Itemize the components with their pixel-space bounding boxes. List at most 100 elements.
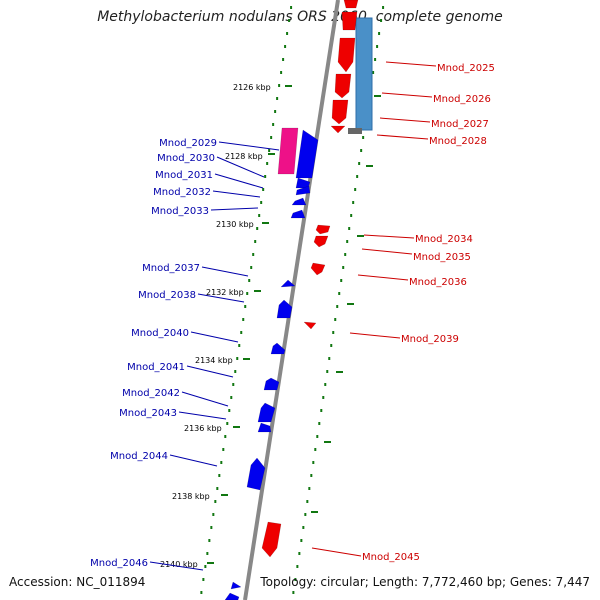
track-dot — [350, 214, 353, 217]
track-dot — [318, 422, 321, 425]
gene-label-reverse: Mnod_2046 — [90, 558, 148, 569]
gene-label-forward: Mnod_2034 — [415, 234, 473, 245]
track-dot — [332, 331, 335, 334]
track-dot — [378, 32, 381, 35]
gene-label-forward: Mnod_2035 — [413, 252, 471, 263]
track-dot — [348, 227, 351, 230]
track-dot — [200, 591, 203, 594]
scale-tick-label: 2132 kbp — [206, 288, 244, 297]
track-dot — [374, 58, 377, 61]
track-dot — [234, 370, 237, 373]
track-dot — [300, 539, 303, 542]
gene-label-reverse: Mnod_2032 — [153, 187, 211, 198]
track-dot — [204, 565, 207, 568]
track-dot — [218, 474, 221, 477]
label-leader-line — [212, 190, 261, 198]
track-dot — [268, 149, 271, 152]
gene-label-forward: Mnod_2036 — [409, 277, 467, 288]
gene-label-reverse: Mnod_2043 — [119, 408, 177, 419]
label-leader-line — [379, 117, 431, 123]
gene-arrow-forward — [310, 262, 326, 276]
track-dot — [216, 487, 219, 490]
track-dot — [294, 578, 297, 581]
track-dot — [202, 578, 205, 581]
gene-arrow-reverse — [276, 299, 293, 319]
track-dot — [206, 552, 209, 555]
track-dot — [236, 357, 239, 360]
gene-label-reverse: Mnod_2031 — [155, 170, 213, 181]
label-leader-lines — [149, 61, 437, 571]
gene-label-reverse: Mnod_2033 — [151, 206, 209, 217]
track-dot — [220, 461, 223, 464]
gene-arrow-reverse — [280, 279, 296, 288]
track-dot — [214, 500, 217, 503]
track-dot — [346, 240, 349, 243]
label-leader-line — [311, 547, 362, 557]
track-dot — [312, 461, 315, 464]
track-dot — [380, 19, 383, 22]
track-dot — [320, 409, 323, 412]
track-dot — [290, 6, 293, 9]
gene-label-forward: Mnod_2025 — [437, 63, 495, 74]
label-leader-line — [210, 207, 259, 211]
track-dot — [282, 58, 285, 61]
gene-labels: Mnod_2025 Mnod_2026 Mnod_2027 Mnod_2028 Mnod… — [90, 63, 495, 569]
scale-tick-label: 2136 kbp — [184, 424, 222, 433]
dotted-tracks — [200, 6, 385, 594]
track-dot — [280, 71, 283, 74]
gene-arrow-forward — [337, 37, 356, 73]
track-dot — [258, 214, 261, 217]
label-leader-line — [149, 561, 204, 571]
track-dot — [228, 409, 231, 412]
track-dot — [264, 175, 267, 178]
track-dot — [354, 188, 357, 191]
gene-arrow-reverse — [290, 209, 306, 219]
track-dot — [254, 240, 257, 243]
track-dot — [352, 201, 355, 204]
gene-arrow-highlighted — [277, 127, 299, 175]
gene-arrow-forward — [303, 321, 317, 330]
track-dot — [266, 162, 269, 165]
scale-tick-label: 2140 kbp — [160, 560, 198, 569]
track-dot — [328, 357, 331, 360]
track-dot — [358, 162, 361, 165]
track-dot — [298, 552, 301, 555]
gene-label-reverse: Mnod_2037 — [142, 263, 200, 274]
track-dot — [356, 175, 359, 178]
track-dot — [256, 227, 259, 230]
track-dot — [340, 279, 343, 282]
track-dot — [242, 318, 245, 321]
gene-arrow-reverse — [291, 197, 307, 206]
gene-arrow-forward — [330, 125, 346, 134]
track-dot — [230, 396, 233, 399]
gene-label-forward: Mnod_2039 — [401, 334, 459, 345]
label-leader-line — [216, 156, 265, 178]
track-dot — [248, 279, 251, 282]
gene-arrow-forward — [334, 73, 352, 99]
gene-label-reverse: Mnod_2038 — [138, 290, 196, 301]
track-dot — [314, 448, 317, 451]
label-leader-line — [181, 391, 229, 407]
gene-arrow-forward — [343, 0, 359, 9]
gene-arrow-reverse — [295, 185, 311, 196]
scale-tick-label: 2138 kbp — [172, 492, 210, 501]
gene-arrow-forward — [313, 235, 329, 248]
scale-tick-label: 2130 kbp — [216, 220, 254, 229]
gene-label-forward: Mnod_2045 — [362, 552, 420, 563]
label-leader-line — [190, 331, 239, 343]
label-leader-line — [178, 411, 227, 420]
gene-arrow-forward — [261, 521, 282, 558]
track-dot — [292, 591, 295, 594]
map-title: Methylobacterium nodulans ORS 2060, comp… — [97, 9, 503, 25]
track-dot — [232, 383, 235, 386]
label-leader-line — [376, 134, 429, 140]
track-dot — [376, 45, 379, 48]
genes — [224, 0, 359, 600]
track-dot — [246, 292, 249, 295]
scale-tick-label: 2126 kbp — [233, 83, 271, 92]
track-dot — [326, 370, 329, 373]
label-leader-line — [385, 61, 437, 67]
label-leader-line — [197, 293, 245, 303]
gene-arrow-reverse — [230, 581, 242, 590]
label-leader-line — [218, 141, 280, 151]
